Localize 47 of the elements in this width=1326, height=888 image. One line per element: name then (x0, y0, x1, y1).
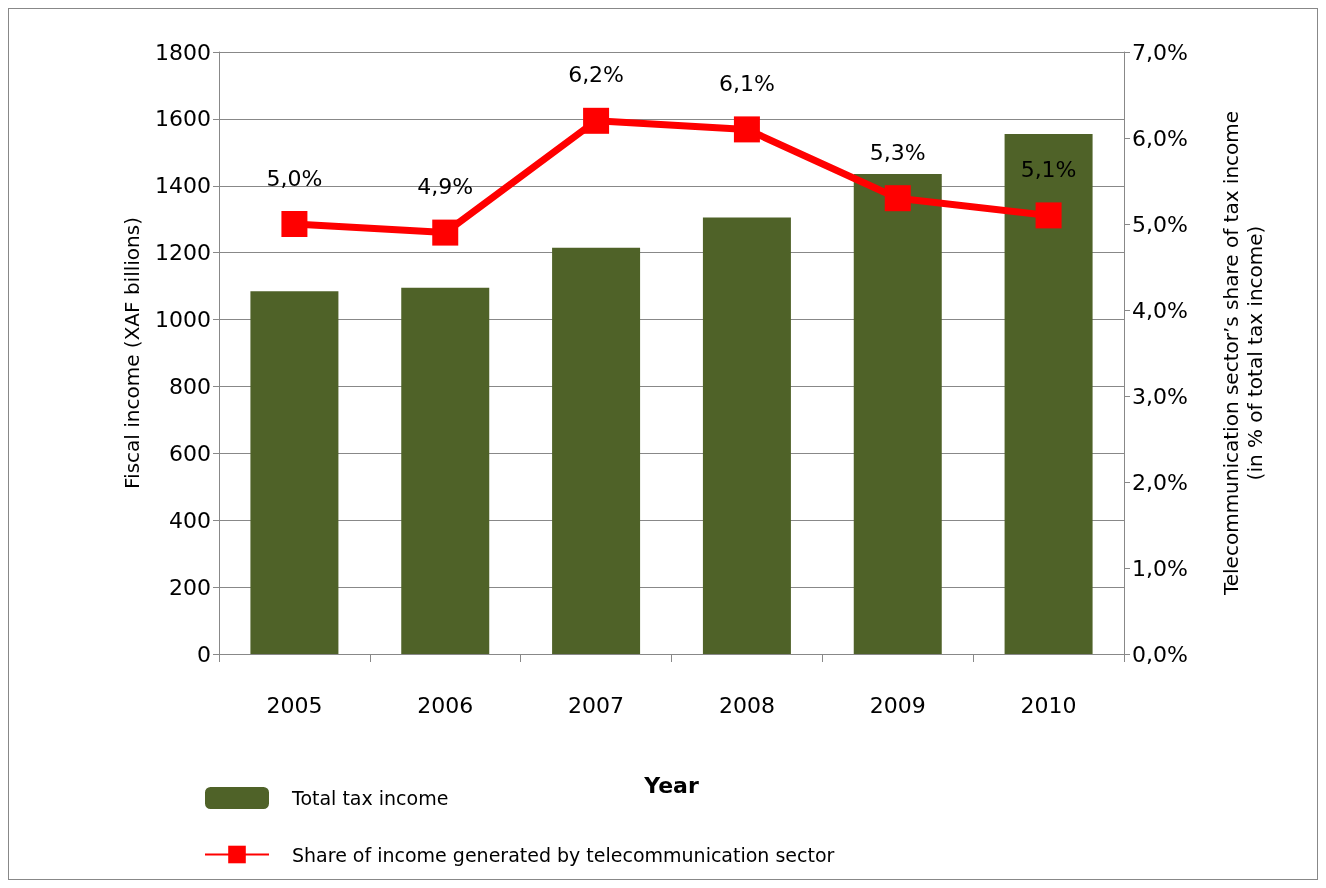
data-label: 6,1% (718, 70, 775, 96)
data-label: 6,2% (568, 62, 625, 88)
bar (702, 217, 791, 654)
point (884, 185, 911, 212)
data-label: 5,0% (266, 165, 323, 191)
point (1035, 202, 1062, 229)
data-label: 5,1% (1020, 156, 1077, 182)
legend-label: Total tax income (291, 787, 449, 809)
y-tick-label: 1400 (155, 173, 211, 199)
y-tick-label: 1200 (155, 240, 211, 266)
y2-tick-label: 3,0% (1132, 383, 1188, 409)
y2-tick-label: 4,0% (1132, 297, 1188, 323)
bar (853, 174, 942, 654)
data-label: 5,3% (869, 139, 926, 165)
y-tick-label: 200 (169, 574, 211, 600)
x-tick-label: 2006 (417, 692, 474, 718)
y-tick-label: 800 (169, 373, 211, 399)
x-tick-label: 2005 (266, 692, 323, 718)
bar (552, 247, 641, 654)
y2-tick-label: 0,0% (1132, 641, 1188, 667)
y-axis-title: Fiscal income (XAF billions) (120, 217, 145, 489)
x-tick-label: 2009 (869, 692, 926, 718)
point (281, 211, 308, 237)
x-tick-label: 2007 (568, 692, 625, 718)
point (583, 107, 610, 134)
y-tick-label: 600 (169, 440, 211, 466)
legend-label: Share of income generated by telecommunication sector (292, 843, 835, 866)
y-tick-label: 1600 (155, 106, 211, 132)
y2-axis-title: Telecommunication sector’s share of tax income (in % of total tax income) (1219, 110, 1267, 597)
y2-tick-label: 5,0% (1132, 211, 1188, 237)
x-tick-label: 2010 (1020, 692, 1077, 718)
y-tick-label: 1000 (155, 307, 211, 333)
y2-tick-label: 2,0% (1132, 469, 1188, 495)
bar (250, 291, 339, 654)
x-tick-label: 2008 (718, 692, 775, 718)
x-axis-title: Year (643, 772, 699, 798)
point (733, 116, 760, 143)
y-tick-label: 1800 (155, 39, 211, 65)
y2-tick-label: 7,0% (1132, 39, 1188, 65)
y-tick-label: 0 (197, 641, 211, 667)
bar (1004, 133, 1093, 654)
y-tick-label: 400 (169, 507, 211, 533)
y2-tick-label: 6,0% (1132, 125, 1188, 151)
data-label: 4,9% (417, 174, 474, 200)
bar (401, 287, 490, 654)
y2-tick-label: 1,0% (1132, 555, 1188, 581)
point (432, 219, 459, 246)
